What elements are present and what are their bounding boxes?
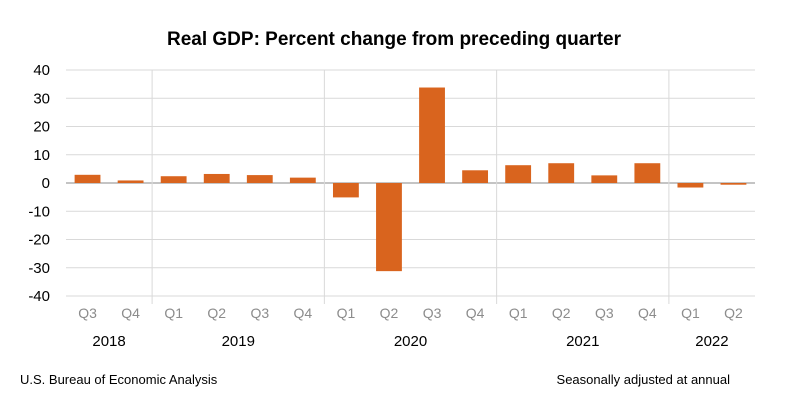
x-tick-label: Q2 [380,305,399,321]
source-note: U.S. Bureau of Economic Analysis [20,372,218,387]
x-tick-label: Q1 [164,305,183,321]
bar [246,175,273,183]
x-tick-label: Q3 [423,305,442,321]
x-tick-label: Q3 [78,305,97,321]
x-tick-label: Q4 [638,305,657,321]
y-tick-label: -40 [28,288,50,305]
x-tick-label: Q4 [121,305,140,321]
y-tick-label: -30 [28,260,50,277]
y-axis-ticks: 40 30 20 10 0 -10 -20 -30 -40 [28,62,50,305]
bar [376,183,402,272]
x-tick-label: Q2 [552,305,571,321]
y-tick-label: -10 [28,203,50,220]
x-axis-ticks: Q3 Q4 Q1 Q2 Q3 Q4 Q1 Q2 Q3 Q4 Q1 Q2 Q3 Q4 Q1 Q2 [78,305,743,321]
bar [677,183,704,188]
x-tick-label: Q2 [207,305,226,321]
x-tick-label: Q4 [294,305,313,321]
bar [548,163,575,183]
year-labels: 2018 2019 2020 2021 2022 [92,333,728,350]
bar [289,177,316,183]
bar [160,176,187,183]
y-tick-label: 40 [33,62,50,79]
bar [462,170,489,183]
bars [74,87,747,272]
seasonal-note: Seasonally adjusted at annual [557,372,731,387]
year-label: 2020 [394,333,427,350]
bar [74,174,101,183]
y-tick-label: -20 [28,232,50,249]
bar [505,165,532,183]
bar [591,175,618,183]
year-label: 2022 [695,333,728,350]
bar [419,87,445,183]
year-label: 2018 [92,333,125,350]
y-tick-label: 10 [33,147,50,164]
chart-title: Real GDP: Percent change from preceding … [167,29,622,50]
y-tick-label: 0 [42,175,50,192]
x-tick-label: Q1 [509,305,528,321]
bar [720,183,747,185]
bar [332,183,359,198]
x-tick-label: Q3 [595,305,614,321]
x-tick-label: Q2 [724,305,743,321]
year-label: 2021 [566,333,599,350]
bar [203,173,230,183]
x-tick-label: Q3 [250,305,269,321]
x-tick-label: Q4 [466,305,485,321]
x-tick-label: Q1 [681,305,700,321]
x-tick-label: Q1 [337,305,356,321]
bar [117,180,144,183]
y-tick-label: 20 [33,119,50,136]
year-label: 2019 [222,333,255,350]
year-separators [151,70,670,304]
y-tick-label: 30 [33,90,50,107]
bar [634,163,661,183]
